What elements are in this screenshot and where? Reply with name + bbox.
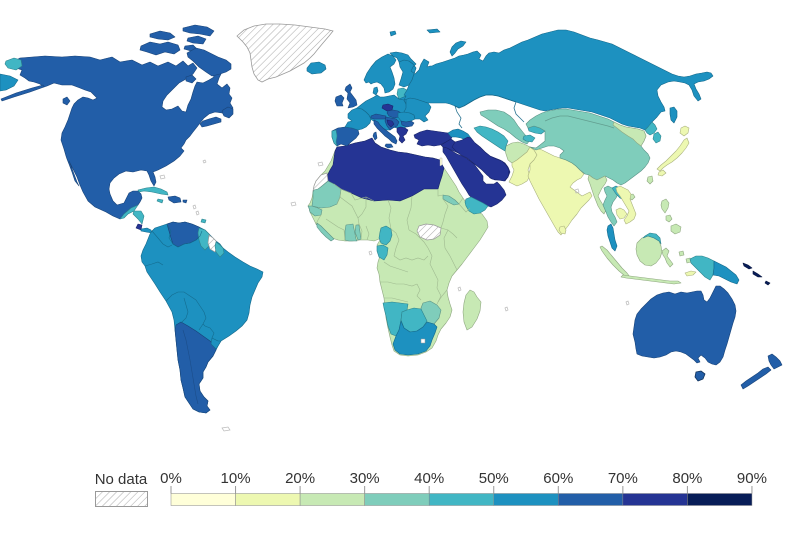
svg-text:70%: 70% [608, 470, 638, 487]
svg-text:20%: 20% [285, 470, 315, 487]
svg-text:40%: 40% [414, 470, 444, 487]
svg-text:50%: 50% [479, 470, 509, 487]
svg-text:30%: 30% [350, 470, 380, 487]
svg-text:60%: 60% [543, 470, 573, 487]
svg-text:10%: 10% [221, 470, 251, 487]
svg-text:90%: 90% [737, 470, 767, 487]
svg-text:80%: 80% [672, 470, 702, 487]
svg-text:No data: No data [95, 471, 148, 488]
svg-text:0%: 0% [160, 470, 182, 487]
